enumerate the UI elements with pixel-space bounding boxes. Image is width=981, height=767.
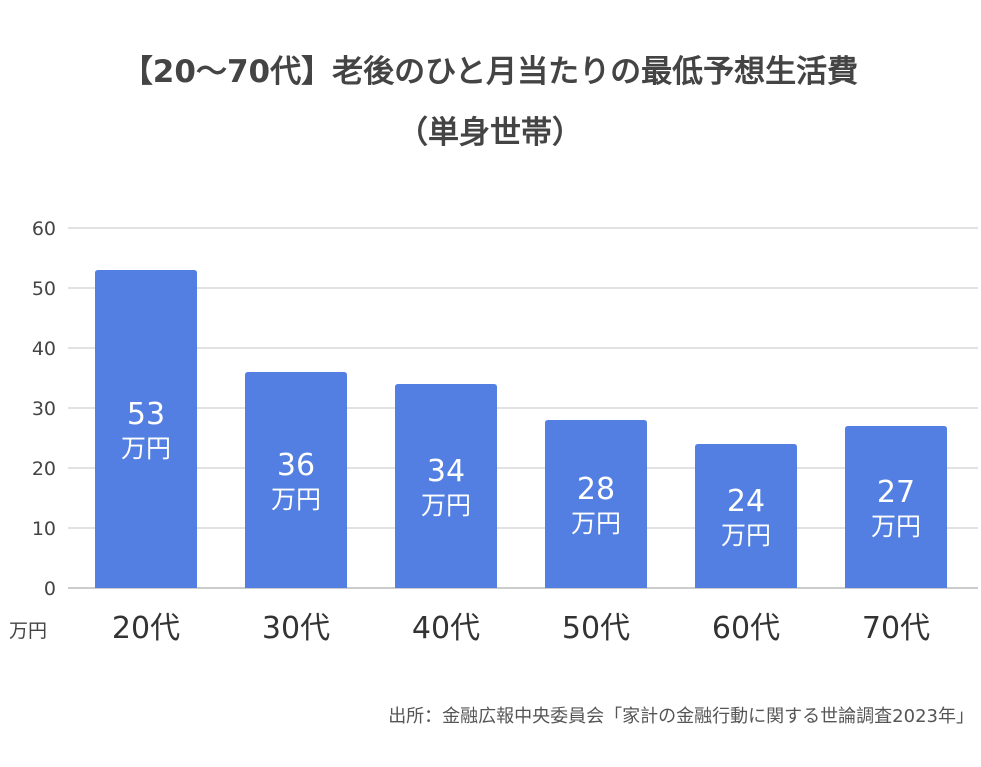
y-tick-label: 40 <box>32 338 56 360</box>
bar-value-label: 24 <box>727 484 765 519</box>
y-tick-label: 50 <box>32 278 56 300</box>
bar-unit-label: 万円 <box>721 521 771 550</box>
y-tick-label: 20 <box>32 458 56 480</box>
source-note: 出所：金融広報中央委員会「家計の金融行動に関する世論調査2023年」 <box>388 706 974 727</box>
y-tick-label: 0 <box>44 578 56 600</box>
x-tick-label: 70代 <box>862 611 930 646</box>
bar-value-label: 34 <box>427 454 465 489</box>
bar <box>845 426 947 588</box>
x-tick-label: 60代 <box>712 611 780 646</box>
bar <box>395 384 497 588</box>
bar-value-label: 27 <box>877 475 915 510</box>
x-tick-label: 40代 <box>412 611 480 646</box>
y-tick-label: 30 <box>32 398 56 420</box>
chart-title: 【20〜70代】老後のひと月当たりの最低予想生活費 <box>122 54 858 90</box>
bar <box>545 420 647 588</box>
bar <box>695 444 797 588</box>
bar-value-label: 53 <box>127 397 165 432</box>
bar-unit-label: 万円 <box>271 485 321 514</box>
bar-value-label: 28 <box>577 472 615 507</box>
bar <box>95 270 197 588</box>
bar-unit-label: 万円 <box>121 434 171 463</box>
bar-value-label: 36 <box>277 448 315 483</box>
x-tick-label: 30代 <box>262 611 330 646</box>
bar-unit-label: 万円 <box>421 491 471 520</box>
y-tick-label: 60 <box>32 218 56 240</box>
bar-unit-label: 万円 <box>571 509 621 538</box>
x-tick-label: 20代 <box>112 611 180 646</box>
chart-subtitle: （単身世帯） <box>397 115 583 151</box>
y-tick-label: 10 <box>32 518 56 540</box>
x-tick-label: 50代 <box>562 611 630 646</box>
bar <box>245 372 347 588</box>
y-axis-unit: 万円 <box>9 620 47 642</box>
bar-unit-label: 万円 <box>871 512 921 541</box>
